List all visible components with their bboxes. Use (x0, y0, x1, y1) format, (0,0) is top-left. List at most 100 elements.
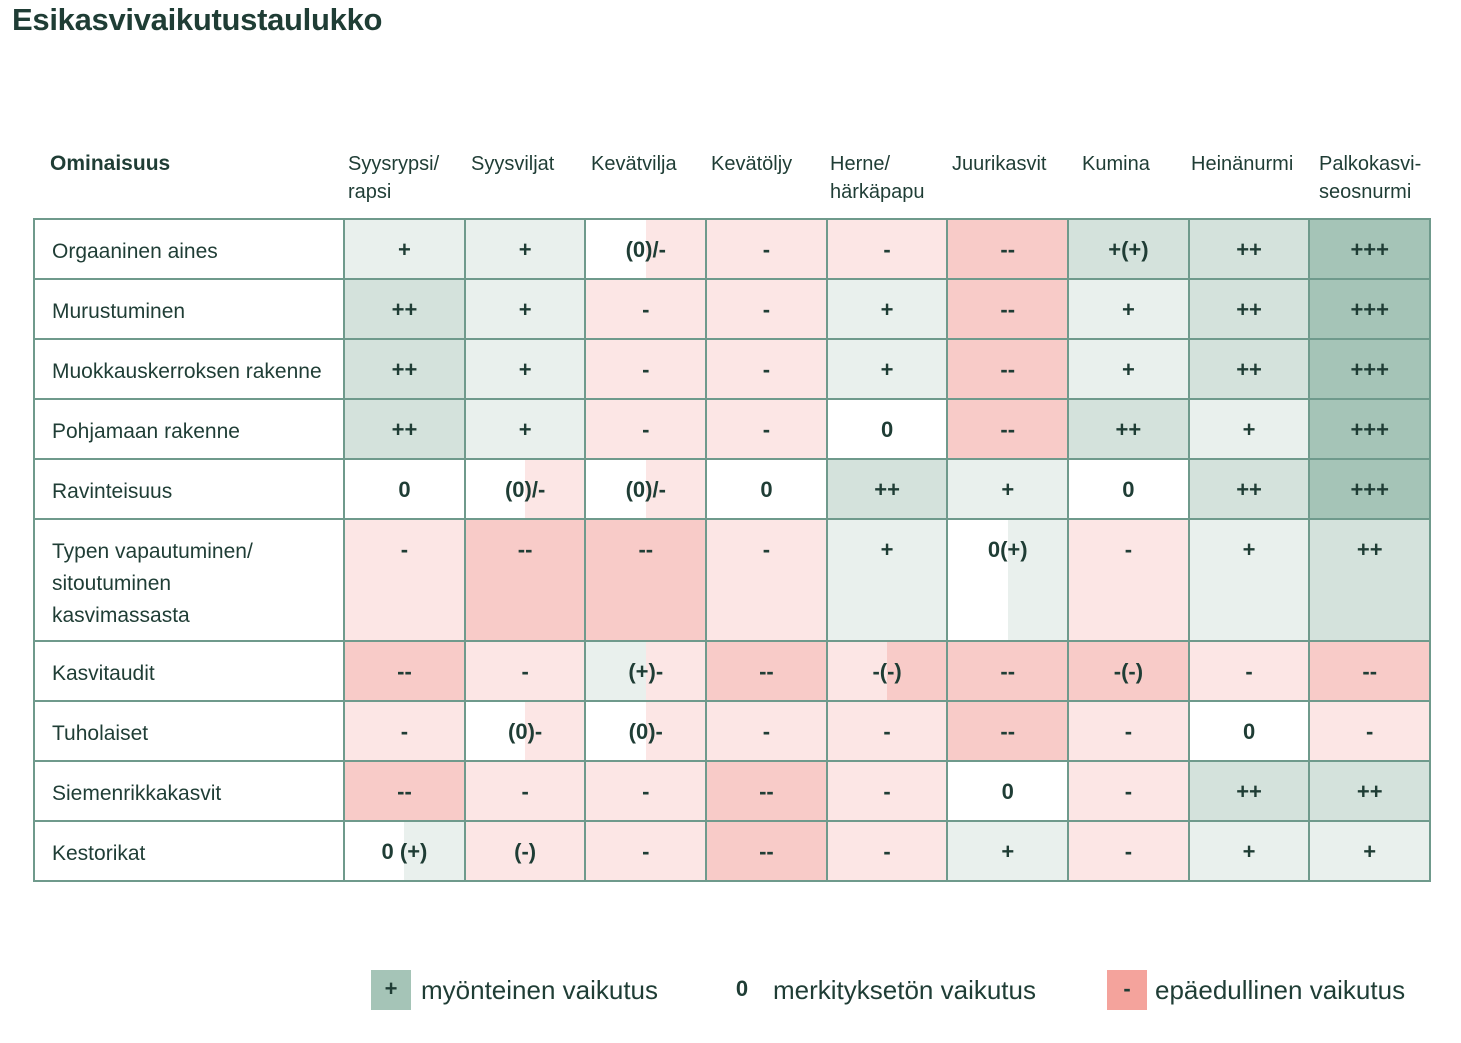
legend-positive-symbol: + (384, 976, 398, 1001)
effect-value: ++ (1356, 779, 1383, 804)
effect-value: ++ (1236, 357, 1262, 382)
effect-value: 0 (+) (381, 839, 428, 864)
effect-cell: ++ (1189, 340, 1311, 398)
effect-value: ++ (1115, 417, 1142, 442)
effect-cell: - (1069, 520, 1190, 640)
effect-cell: - (465, 762, 587, 820)
header-crop: Palkokasvi-seosnurmi (1319, 150, 1421, 206)
header-crop-line: Kevätöljy (711, 153, 793, 175)
effect-cell: -- (586, 520, 708, 640)
effect-cell: ++ (1189, 220, 1311, 278)
effect-cell: -- (465, 520, 587, 640)
effect-cell: - (707, 280, 828, 338)
effect-value: +++ (1350, 357, 1389, 382)
effect-value: + (1242, 537, 1256, 562)
effect-cell: 0 (345, 460, 466, 518)
legend-positive-label: myönteinen vaikutus (421, 975, 659, 1005)
effect-cell: -- (948, 340, 1070, 398)
legend-neutral-label: merkityksetön vaikutus (773, 975, 1036, 1005)
effect-cell: ++ (1189, 762, 1311, 820)
effect-cell: (0)- (465, 702, 587, 760)
effect-value: + (1121, 297, 1135, 322)
effect-value: + (1001, 477, 1015, 502)
effect-cell: (0)- (586, 702, 708, 760)
effect-value: ++ (1236, 779, 1262, 804)
effect-value: - (642, 297, 650, 322)
effect-cell: + (948, 822, 1070, 880)
effect-cell: + (1069, 280, 1190, 338)
effect-cell: -- (948, 400, 1070, 458)
effect-value: - (521, 779, 529, 804)
effect-value: -(-) (1113, 659, 1144, 684)
effect-cell: - (586, 340, 708, 398)
effect-value: - (642, 357, 650, 382)
effect-value: ++ (1236, 477, 1262, 502)
effect-cell: - (1069, 702, 1190, 760)
effect-value: -- (638, 537, 654, 562)
table-row: Muokkauskerroksen rakenne ++ + - - + -- + ++ +++ (33, 340, 1432, 400)
effect-cell: - (707, 220, 828, 278)
effect-value: + (518, 417, 532, 442)
effect-value: (0)- (508, 719, 543, 744)
row-label-line: kasvimassasta (52, 604, 190, 627)
effect-cell: + (345, 220, 466, 278)
effect-cell: - (1310, 702, 1432, 760)
row-label: Murustuminen (33, 280, 346, 338)
table-row: Tuholaiset - (0)- (0)- - - -- -0- (33, 702, 1432, 762)
row-label-line: Typen vapautuminen/ (52, 540, 253, 563)
effect-cell: -- (707, 762, 828, 820)
row-label: Pohjamaan rakenne (33, 400, 346, 458)
effect-cell: ++ (345, 280, 466, 338)
effect-value: - (883, 839, 891, 864)
header-crop-line: Kumina (1082, 153, 1150, 175)
effect-value: - (883, 237, 891, 262)
effect-cell: 0 (1189, 702, 1311, 760)
effect-cell: -- (1310, 642, 1432, 700)
row-label-line: Murustuminen (52, 300, 186, 323)
effect-cell: 0 (827, 400, 949, 458)
effect-value: (0)- (628, 719, 663, 744)
effect-value: - (1245, 659, 1253, 684)
legend: + myönteinen vaikutus 0 merkityksetön va… (0, 970, 1461, 1010)
effect-cell: - (1189, 642, 1311, 700)
effect-value: - (883, 719, 891, 744)
effect-cell: -(-) (1069, 642, 1190, 700)
effect-value: -- (1000, 417, 1016, 442)
header-crop: Kevätvilja (591, 150, 677, 178)
effect-cell: -- (345, 762, 466, 820)
header-crop-line: Syysrypsi/ (348, 153, 440, 175)
effect-cell: (0)/- (586, 220, 708, 278)
row-label: Muokkauskerroksen rakenne (33, 340, 346, 398)
effect-cell: ++ (1310, 520, 1432, 640)
effect-cell: -- (707, 822, 828, 880)
effect-cell: + (465, 340, 587, 398)
effect-cell: (-) (465, 822, 587, 880)
effect-value: 0 (398, 477, 411, 502)
legend-negative-swatch: - (1107, 970, 1147, 1010)
effect-cell: - (586, 822, 708, 880)
legend-positive-swatch: + (371, 970, 411, 1010)
effect-value: +++ (1350, 297, 1389, 322)
effect-value: 0 (1122, 477, 1135, 502)
table-row: Kasvitaudit -- - (+)- -- -(-) -- -(-) - -- (33, 642, 1432, 702)
effect-value: - (762, 417, 771, 442)
header-crop: Juurikasvit (952, 150, 1046, 178)
effect-value: - (762, 357, 771, 382)
effect-value: - (642, 839, 650, 864)
effect-value: + (518, 237, 532, 262)
header-crop-line: Kevätvilja (591, 153, 677, 175)
effect-value: -- (1362, 659, 1378, 684)
row-label-line: Muokkauskerroksen rakenne (52, 360, 322, 383)
effect-cell: + (827, 280, 949, 338)
crop-effect-table: Orgaaninen aines + + (0)/- - - -- +(+) ++ +++ Muru… (33, 218, 1432, 882)
table-header: Ominaisuus Syysrypsi/rapsi Syysviljat Kevät… (33, 150, 1431, 218)
effect-value: -- (1000, 659, 1016, 684)
effect-value: +++ (1350, 477, 1389, 502)
header-crop-line: Herne/ (830, 153, 891, 175)
effect-cell: + (465, 400, 587, 458)
effect-cell: (+)- (586, 642, 708, 700)
header-crop: Heinänurmi (1191, 150, 1293, 178)
effect-value: -- (759, 839, 774, 864)
effect-cell: (0)/- (586, 460, 708, 518)
effect-value: + (1001, 839, 1015, 864)
